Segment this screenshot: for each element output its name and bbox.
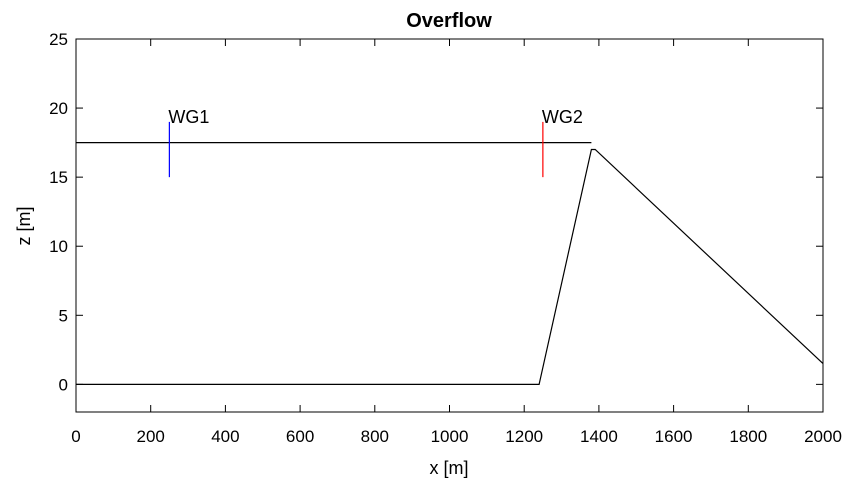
x-tick-label: 1600: [655, 427, 693, 446]
x-tick-label: 800: [361, 427, 389, 446]
x-tick-label: 1000: [431, 427, 469, 446]
plot-content: WG1 WG2: [76, 107, 824, 385]
x-tick-label: 1400: [580, 427, 618, 446]
y-tick-label: 25: [49, 30, 68, 49]
x-tick-label: 200: [137, 427, 165, 446]
x-tick-label: 1200: [505, 427, 543, 446]
series-line-1: [76, 148, 824, 385]
y-axis-label: z [m]: [14, 207, 34, 246]
x-axis-label: x [m]: [430, 458, 469, 478]
axis-ticks: 0 200 400 600 800 1000 1200 1400 1600 1800 2000 0 5 1…: [49, 30, 842, 446]
y-tick-label: 5: [59, 306, 68, 325]
y-tick-label: 20: [49, 99, 68, 118]
x-tick-label: 0: [71, 427, 80, 446]
wg1-label: WG1: [168, 107, 209, 127]
y-tick-label: 0: [59, 375, 68, 394]
y-tick-label: 10: [49, 237, 68, 256]
chart-title: Overflow: [406, 10, 492, 32]
x-tick-label: 600: [286, 427, 314, 446]
x-tick-label: 1800: [729, 427, 767, 446]
x-tick-label: 400: [211, 427, 239, 446]
wg2-label: WG2: [542, 107, 583, 127]
plot-frame: [75, 38, 824, 413]
y-tick-label: 15: [49, 168, 68, 187]
x-tick-label: 2000: [804, 427, 842, 446]
